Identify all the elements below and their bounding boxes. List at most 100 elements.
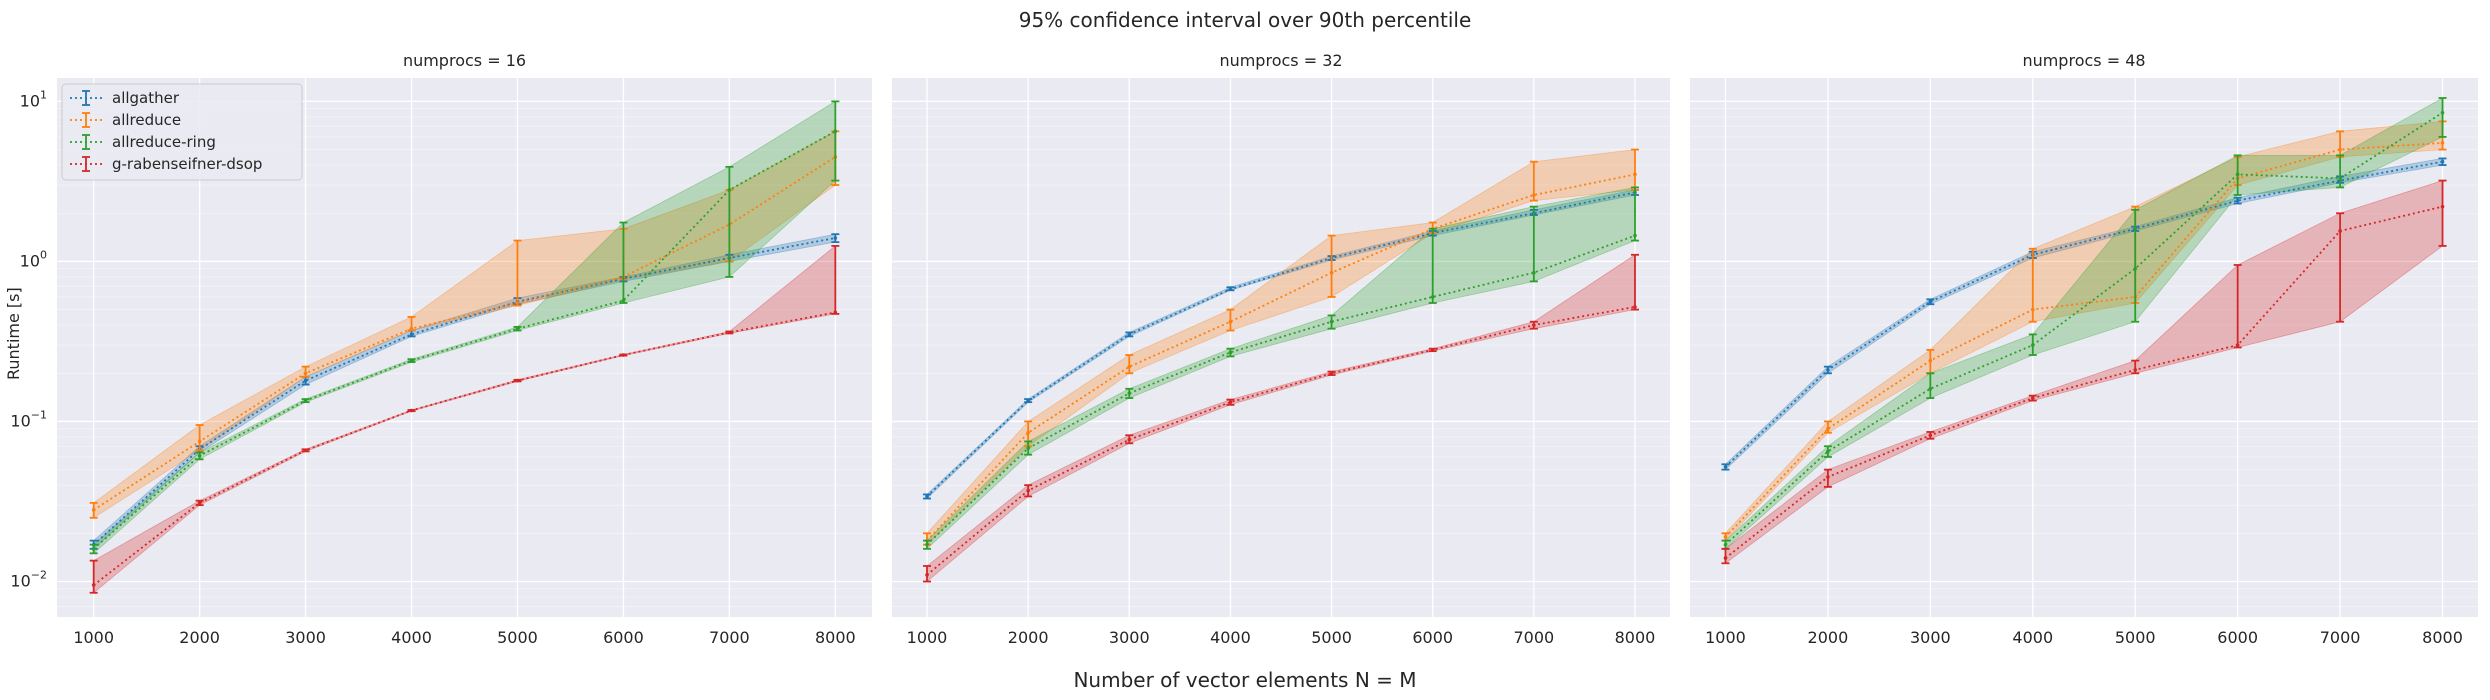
data-point [1026, 488, 1030, 493]
data-point [1329, 319, 1334, 324]
y-tick-label: 10−2 [10, 568, 47, 590]
data-point [1633, 305, 1637, 309]
data-point [1532, 193, 1536, 197]
series-line-allreduce [926, 173, 1636, 542]
data-point [1723, 556, 1728, 560]
x-tick-label: 4000 [2012, 628, 2053, 647]
data-point [2030, 307, 2035, 312]
data-point [1026, 430, 1030, 435]
x-axis-label: Number of vector elements N = M [1073, 668, 1417, 692]
data-point [91, 547, 96, 551]
x-tick-label: 7000 [1513, 628, 1554, 647]
x-tick-label: 1000 [907, 628, 948, 647]
data-point [1127, 364, 1132, 369]
data-point [925, 542, 929, 547]
data-point [925, 573, 929, 577]
legend-label: allreduce-ring [112, 133, 216, 151]
x-tick-label: 7000 [2320, 628, 2361, 647]
x-tick-label: 6000 [2217, 628, 2258, 647]
x-tick-label: 5000 [1311, 628, 1352, 647]
data-point [2030, 343, 2035, 347]
x-tick-label: 4000 [391, 628, 432, 647]
data-point [2030, 396, 2035, 400]
data-point [2133, 266, 2138, 271]
x-tick-label: 7000 [709, 628, 750, 647]
data-point [1430, 348, 1435, 352]
x-tick-label: 5000 [2115, 628, 2156, 647]
legend-box [61, 83, 303, 181]
data-point [197, 439, 202, 444]
data-point [303, 378, 308, 383]
series-line-g-rabenseifner-dsop [93, 311, 836, 586]
data-point [1826, 449, 1830, 454]
y-axis-label: Runtime [s] [4, 287, 23, 380]
data-point [1826, 426, 1830, 431]
x-tick-label: 3000 [285, 628, 326, 647]
x-tick-label: 8000 [815, 628, 856, 647]
data-point [833, 236, 838, 240]
panel-title: numprocs = 48 [2022, 51, 2145, 70]
data-point [2338, 229, 2342, 233]
data-point [409, 358, 414, 363]
data-point [1127, 391, 1132, 396]
data-point [409, 326, 414, 331]
x-tick-label: 6000 [603, 628, 644, 647]
data-point [515, 301, 520, 305]
x-tick-label: 2000 [179, 628, 220, 647]
data-point [1723, 542, 1728, 547]
panel-2: 1000 2000 3000 4000 5000 6000 7000 8000 numprocs… [892, 51, 1670, 647]
data-point [1329, 371, 1334, 376]
x-tick-label: 3000 [1109, 628, 1150, 647]
data-point [2440, 110, 2445, 115]
x-tick-label: 6000 [1412, 628, 1453, 647]
legend-item: allreduce [70, 111, 181, 129]
panel-title: numprocs = 32 [1219, 51, 1342, 70]
x-tick-label: 2000 [1008, 628, 1049, 647]
data-point [621, 298, 626, 303]
legend: allgather allreduce allreduce-ring g-rabens… [61, 83, 303, 181]
data-point [1633, 172, 1637, 177]
data-point [515, 326, 520, 331]
data-point [515, 378, 520, 383]
data-point [1026, 398, 1030, 403]
x-tick-label: 8000 [1615, 628, 1656, 647]
panel-3: 1000 2000 3000 4000 5000 6000 7000 8000 numprocs… [1690, 51, 2478, 647]
legend-label: allreduce [112, 111, 181, 129]
legend-item: allgather [70, 89, 180, 107]
data-point [2133, 368, 2138, 372]
series-line-g-rabenseifner-dsop [926, 306, 1636, 576]
data-point [1928, 358, 1933, 363]
series-line-allreduce-ring [926, 234, 1636, 546]
data-point [1826, 475, 1830, 479]
data-point [2440, 159, 2445, 164]
y-tick-label: 10−1 [10, 408, 47, 430]
data-point [303, 448, 308, 453]
data-point [1228, 287, 1233, 292]
data-point [1329, 270, 1334, 275]
panel-1: 10−2 10−1 100 101 1000 2000 3000 4000 5000 6000 70… [10, 51, 872, 647]
data-point [1127, 437, 1132, 442]
data-point [2440, 204, 2445, 209]
data-point [727, 330, 732, 335]
data-point [409, 408, 414, 413]
data-point [409, 332, 414, 337]
legend-label: allgather [112, 89, 180, 107]
data-point [1633, 233, 1637, 238]
x-tick-label: 3000 [1910, 628, 1951, 647]
data-point [91, 583, 96, 587]
data-point [1928, 386, 1933, 391]
data-point [303, 398, 308, 403]
figure-title: 95% confidence interval over 90th percen… [1018, 8, 1472, 32]
legend-item: allreduce-ring [70, 133, 216, 151]
data-point [197, 454, 202, 458]
plot-area [1690, 78, 2478, 617]
x-tick-label: 4000 [1210, 628, 1251, 647]
y-tick-label: 101 [20, 88, 47, 110]
legend-item: g-rabenseifner-dsop [70, 155, 262, 173]
data-point [1228, 400, 1233, 404]
series-line-allreduce [93, 156, 836, 511]
data-point [2440, 141, 2445, 145]
data-point [303, 371, 308, 376]
plot-area [892, 78, 1670, 617]
data-point [2338, 147, 2342, 152]
